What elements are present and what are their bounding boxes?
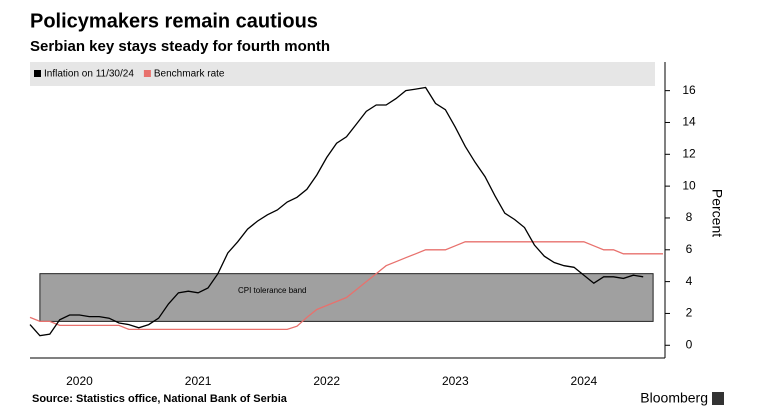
chart-title: Policymakers remain cautious xyxy=(30,10,318,32)
y-axis-label: Percent xyxy=(709,189,725,237)
x-tick-label: 2022 xyxy=(313,374,340,388)
series-line xyxy=(29,241,663,331)
brand-icon xyxy=(712,392,724,405)
source: Source: Statistics office, National Bank… xyxy=(32,393,288,405)
y-tick-label: 8 xyxy=(686,210,693,224)
x-tick-label: 2024 xyxy=(571,374,598,388)
legend-swatch xyxy=(143,70,151,77)
y-tick-label: 2 xyxy=(686,306,693,320)
y-tick-label: 16 xyxy=(682,83,696,97)
band-label: CPI tolerance band xyxy=(238,286,307,295)
x-tick-label: 2021 xyxy=(185,374,212,388)
x-tick-label: 2023 xyxy=(442,374,469,388)
legend-label: Benchmark rate xyxy=(154,69,225,80)
y-tick-label: 14 xyxy=(682,115,696,129)
y-tick-label: 10 xyxy=(682,178,696,192)
chart-subtitle: Serbian key stays steady for fourth mont… xyxy=(30,38,330,55)
y-tick-label: 4 xyxy=(686,274,693,288)
brand: Bloomberg xyxy=(640,390,708,406)
legend-swatch xyxy=(34,70,41,77)
y-tick-label: 6 xyxy=(686,242,693,256)
series-line xyxy=(29,86,644,337)
legend-label: Inflation on 11/30/24 xyxy=(44,69,134,80)
legend-bar xyxy=(30,62,655,86)
y-tick-label: 12 xyxy=(682,146,696,160)
x-tick-label: 2020 xyxy=(66,374,93,388)
y-tick-label: 0 xyxy=(686,337,693,351)
